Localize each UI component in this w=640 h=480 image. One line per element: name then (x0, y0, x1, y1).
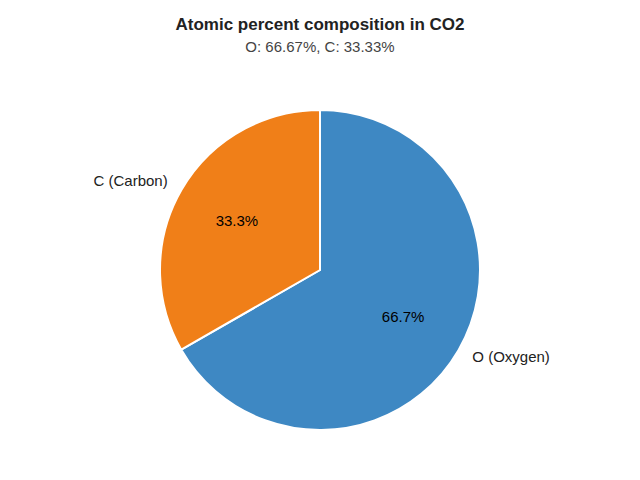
chart-svg: Atomic percent composition in CO2 O: 66.6… (0, 0, 640, 480)
data-label: 33.3% (216, 212, 259, 229)
labels: O (Oxygen) 66.7% C (Carbon) 33.3% (93, 172, 549, 365)
slice-label: O (Oxygen) (472, 348, 550, 365)
chart-container: Atomic percent composition in CO2 O: 66.6… (0, 0, 640, 480)
title: Atomic percent composition in CO2 (175, 15, 464, 34)
subtitle: O: 66.67%, C: 33.33% (245, 38, 394, 55)
pie (160, 110, 480, 430)
slice-label: C (Carbon) (93, 172, 167, 189)
pie-slice (160, 110, 320, 350)
data-label: 66.7% (382, 308, 425, 325)
